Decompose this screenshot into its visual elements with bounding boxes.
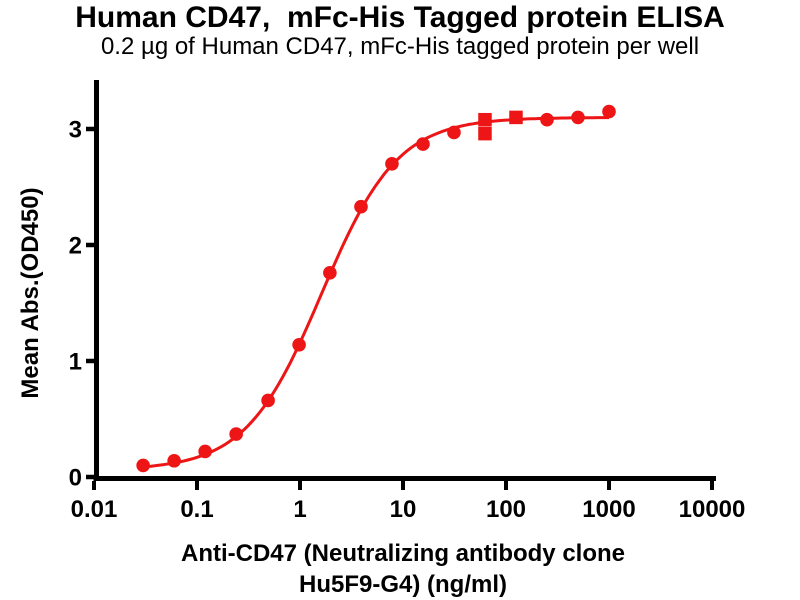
x-tick-label: 0.01 <box>71 496 118 523</box>
y-axis-tick <box>86 126 94 132</box>
chart-subtitle: 0.2 µg of Human CD47, mFc-His tagged pro… <box>100 33 700 60</box>
x-axis-tick <box>401 481 405 490</box>
y-tick-label: 2 <box>69 233 82 260</box>
y-tick-label: 3 <box>69 117 82 144</box>
x-axis-tick <box>710 481 714 490</box>
data-point-circle <box>602 104 616 119</box>
x-tick-label: 100 <box>486 496 526 523</box>
data-point-circle <box>136 458 150 473</box>
y-axis-tick <box>86 242 94 248</box>
x-tick-label: 0.1 <box>180 496 213 523</box>
y-tick-label: 1 <box>69 349 82 376</box>
data-point-circle <box>261 393 275 408</box>
x-axis-tick <box>92 481 96 490</box>
data-point-circle <box>447 125 461 140</box>
chart-title: Human CD47, mFc-His Tagged protein ELISA <box>75 1 725 34</box>
x-axis-title-line1: Anti-CD47 (Neutralizing antibody clone <box>180 540 626 567</box>
data-point-circle <box>198 444 212 459</box>
x-axis-tick <box>504 481 508 490</box>
data-point-circle <box>385 157 399 171</box>
y-axis-line <box>94 80 99 481</box>
x-axis-tick <box>607 481 611 490</box>
x-axis-line <box>93 476 716 481</box>
x-axis-title: Anti-CD47 (Neutralizing antibody clone H… <box>3 538 800 600</box>
data-point-square <box>509 110 523 125</box>
y-axis-tick <box>86 358 94 364</box>
data-point-circle <box>540 112 554 127</box>
x-tick-label: 1000 <box>582 496 635 523</box>
data-point-circle <box>167 453 181 468</box>
data-point-square <box>478 126 492 141</box>
fit-curve <box>142 116 609 469</box>
data-point-circle <box>571 110 585 125</box>
data-point-circle <box>354 199 368 214</box>
x-axis-tick <box>195 481 199 490</box>
x-tick-label: 10 <box>390 496 417 523</box>
y-axis-tick <box>86 474 94 480</box>
y-axis-title: Mean Abs.(OD450) <box>17 187 44 399</box>
y-tick-label: 0 <box>69 465 82 492</box>
data-point-circle <box>292 337 306 352</box>
data-point-circle <box>323 266 337 280</box>
data-point-circle <box>229 427 243 441</box>
x-axis-tick <box>298 481 302 490</box>
x-tick-label: 1 <box>293 496 306 523</box>
data-point-circle <box>416 137 430 151</box>
x-tick-label: 10000 <box>679 496 746 523</box>
data-point-square <box>478 112 492 127</box>
x-axis-title-line2: Hu5F9-G4) (ng/ml) <box>299 571 507 598</box>
